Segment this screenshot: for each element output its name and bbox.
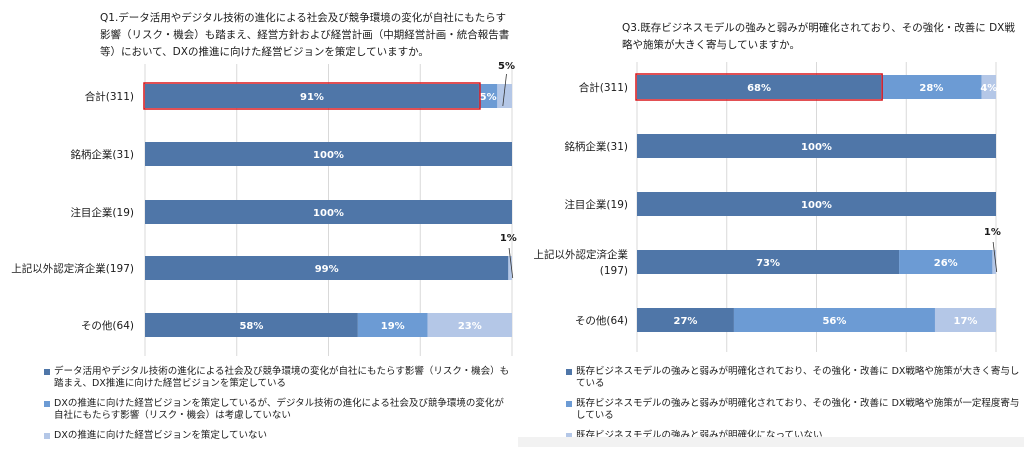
footer-strip <box>518 437 1024 447</box>
bar-segment <box>881 75 982 99</box>
bar-chart-q1: 合計(311) 91% 5% 銘柄企業(31) 100% 注目企業(19) 100% 上記以外… <box>11 61 517 356</box>
legend-label: 既存ビジネスモデルの強みと弱みが明確化になっていない <box>576 430 823 441</box>
bar-segment <box>357 313 428 337</box>
bar-segment <box>733 308 935 332</box>
data-label: 26% <box>934 258 958 269</box>
legend-swatch-series-2 <box>44 401 50 407</box>
data-label: 28% <box>919 83 943 94</box>
legend-swatch-series-1 <box>44 369 50 375</box>
data-label: 100% <box>801 142 832 153</box>
bar-segment <box>981 75 996 99</box>
category-label: 注目企業(19) <box>564 198 628 211</box>
bar-segment <box>637 308 734 332</box>
callout-leader <box>502 73 507 107</box>
legend-item-series-1: データ活用やデジタル技術の進化による社会及び競争環境の変化が自社にもたらす影響（… <box>44 366 512 390</box>
chart-panel-q1: Q1.データ活用やデジタル技術の進化による社会及び競争環境の変化が自社にもたらす… <box>11 12 517 450</box>
data-label: 23% <box>458 321 482 332</box>
data-label: 73% <box>756 258 780 269</box>
callout-label: 5% <box>498 61 515 72</box>
bar-segment <box>992 250 996 274</box>
category-label: 合計(311) <box>85 90 134 103</box>
callout-label: 1% <box>984 227 1001 238</box>
category-label: 銘柄企業(31) <box>564 140 628 153</box>
legend: 既存ビジネスモデルの強みと弱みが明確化されており、その強化・改善に DX戦略や施… <box>566 366 1022 450</box>
callout-leader <box>992 241 998 273</box>
legend-swatch-series-1 <box>566 369 572 375</box>
category-label: 合計(311) <box>579 81 628 94</box>
data-label: 19% <box>381 321 405 332</box>
legend-item-series-3: 既存ビジネスモデルの強みと弱みが明確化になっていない <box>566 430 1022 442</box>
bar-segment <box>637 250 900 274</box>
legend-item-series-3: DXの推進に向けた経営ビジョンを策定していない <box>44 430 512 442</box>
chart-title: Q1.データ活用やデジタル技術の進化による社会及び競争環境の変化が自社にもたらす… <box>100 12 510 58</box>
bar-chart-q3: 合計(311) 68% 28% 4% 銘柄企業(31) 100% 注目企業(19) 100% 上… <box>534 62 1001 352</box>
data-label: 99% <box>315 264 339 275</box>
legend-label: 既存ビジネスモデルの強みと弱みが明確化されており、その強化・改善に DX戦略や施… <box>576 398 1020 421</box>
data-label: 4% <box>980 83 997 94</box>
bar-segment <box>508 256 512 280</box>
data-label: 56% <box>822 316 846 327</box>
legend-swatch-series-2 <box>566 401 572 407</box>
highlight-box <box>635 73 883 101</box>
callout-label: 1% <box>500 233 517 244</box>
legend-item-series-2: DXの推進に向けた経営ビジョンを策定しているが、デジタル技術の進化による社会及び… <box>44 398 512 422</box>
data-label: 91% <box>300 92 324 103</box>
data-label: 68% <box>747 83 771 94</box>
category-label: 上記以外認定済企業(197) <box>534 248 629 277</box>
bar-segment <box>497 84 512 108</box>
bar-segment <box>145 256 509 280</box>
data-label: 100% <box>313 150 344 161</box>
legend-item-series-2: 既存ビジネスモデルの強みと弱みが明確化されており、その強化・改善に DX戦略や施… <box>566 398 1022 422</box>
category-label: その他(64) <box>81 319 134 332</box>
legend-label: データ活用やデジタル技術の進化による社会及び競争環境の変化が自社にもたらす影響（… <box>54 366 510 389</box>
chart-panel-q3: Q3.既存ビジネスモデルの強みと弱みが明確化されており、その強化・改善に DX戦… <box>520 0 1024 447</box>
bar-segment <box>637 75 882 99</box>
bar-segment <box>899 250 993 274</box>
bar-segment <box>145 313 358 337</box>
legend-label: 既存ビジネスモデルの強みと弱みが明確化されており、その強化・改善に DX戦略や施… <box>576 366 1020 389</box>
bar-segment <box>637 192 996 216</box>
legend-label: DXの推進に向けた経営ビジョンを策定しているが、デジタル技術の進化による社会及び… <box>54 398 504 421</box>
bar-segment <box>934 308 996 332</box>
category-label: その他(64) <box>575 314 628 327</box>
data-label: 5% <box>480 92 497 103</box>
category-label: 注目企業(19) <box>70 206 134 219</box>
data-label: 100% <box>313 208 344 219</box>
bar-segment <box>478 84 498 108</box>
legend-swatch-series-3 <box>44 433 50 439</box>
legend-item-series-1: 既存ビジネスモデルの強みと弱みが明確化されており、その強化・改善に DX戦略や施… <box>566 366 1022 390</box>
chart-title: Q3.既存ビジネスモデルの強みと弱みが明確化されており、その強化・改善に DX戦… <box>622 22 1015 51</box>
category-label: 上記以外認定済企業(197) <box>11 262 134 275</box>
data-label: 100% <box>801 200 832 211</box>
data-label: 27% <box>673 316 697 327</box>
bar-segment <box>145 200 512 224</box>
bar-segment <box>145 84 479 108</box>
data-label: 58% <box>239 321 263 332</box>
legend-swatch-series-3 <box>566 433 572 439</box>
category-label: 銘柄企業(31) <box>70 148 134 161</box>
bar-segment <box>427 313 512 337</box>
bar-segment <box>145 142 512 166</box>
callout-leader <box>508 247 514 279</box>
legend-label: DXの推進に向けた経営ビジョンを策定していない <box>54 430 268 441</box>
highlight-box <box>143 82 481 110</box>
bar-segment <box>637 134 996 158</box>
legend: データ活用やデジタル技術の進化による社会及び競争環境の変化が自社にもたらす影響（… <box>44 366 512 450</box>
data-label: 17% <box>954 316 978 327</box>
